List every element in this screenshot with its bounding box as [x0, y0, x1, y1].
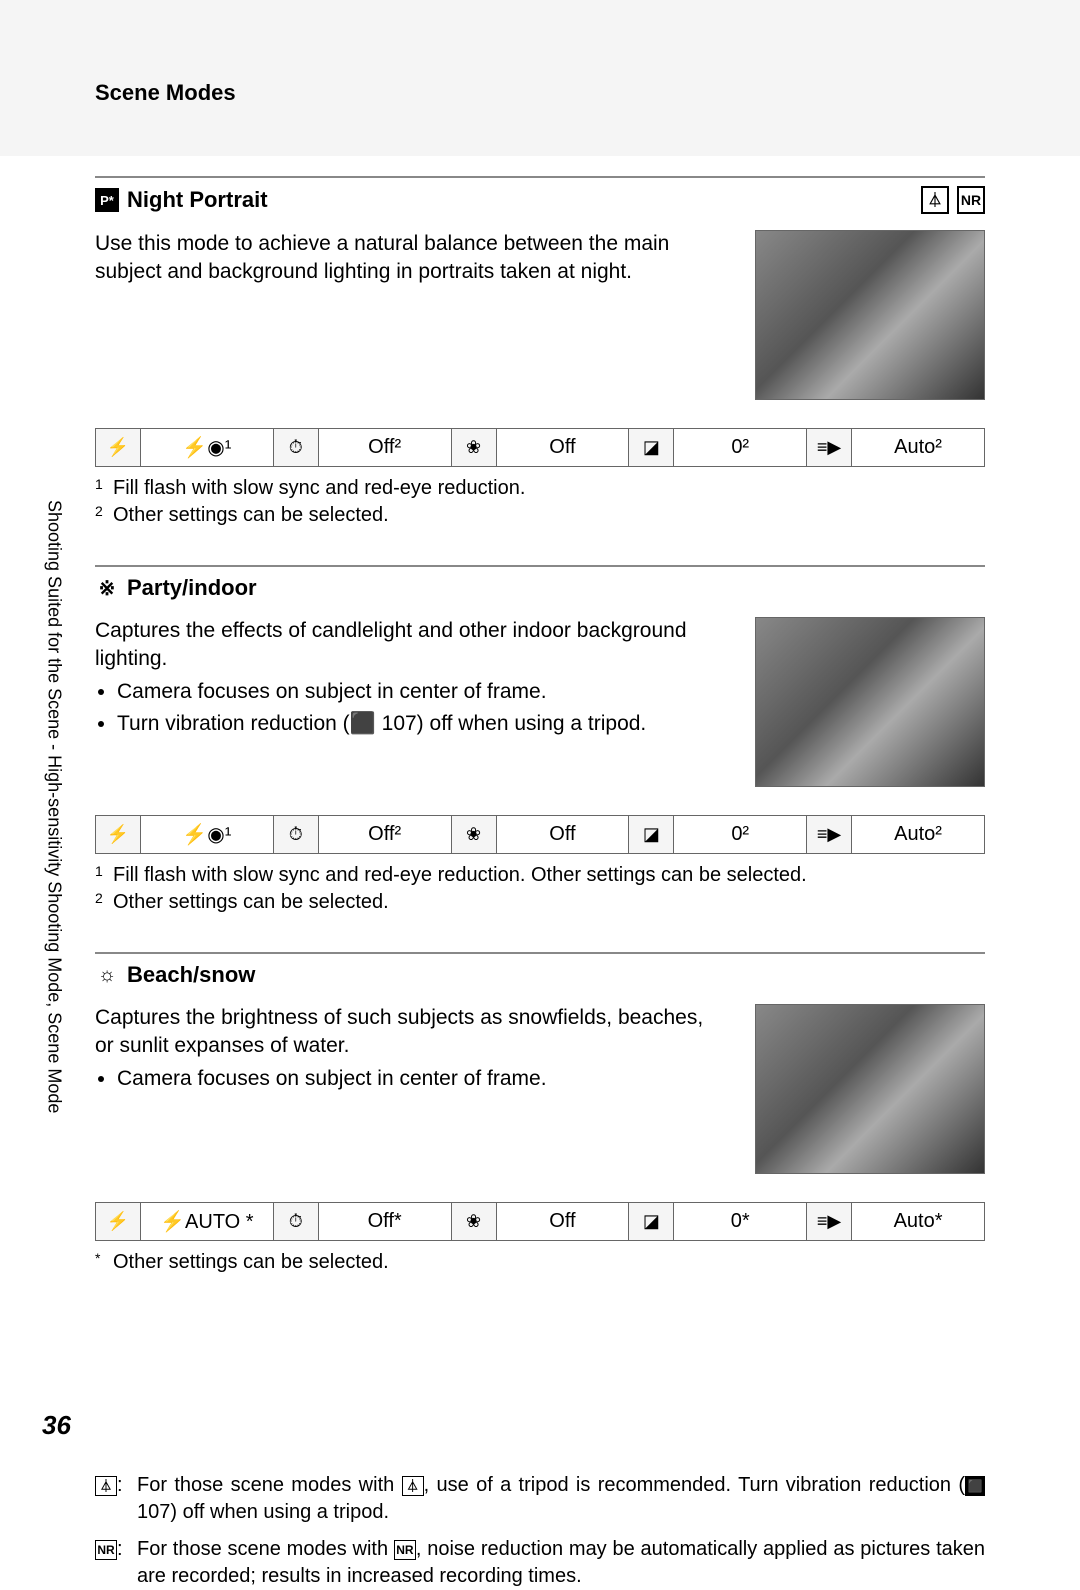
list-item: Camera focuses on subject in center of f…: [117, 1065, 725, 1093]
page-header-title: Scene Modes: [95, 80, 236, 105]
tripod-note-icon: ⏃:: [95, 1472, 127, 1526]
exposure-icon: ◪: [629, 1203, 674, 1241]
macro-icon: ❀: [451, 816, 496, 854]
bullet-list: Camera focuses on subject in center of f…: [95, 1065, 725, 1093]
macro-icon: ❀: [451, 429, 496, 467]
section-title-text: Party/indoor: [127, 575, 257, 601]
nr-note-icon: NR:: [95, 1536, 127, 1590]
flash-icon: ⚡: [96, 1203, 141, 1241]
timer-value: Off²: [318, 816, 451, 854]
bullet-list: Camera focuses on subject in center of f…: [95, 678, 725, 739]
af-value: Auto²: [852, 429, 985, 467]
footnote-2: 2 Other settings can be selected.: [95, 502, 985, 529]
section-header: ☼ Beach/snow: [95, 952, 985, 996]
bottom-note-tripod: ⏃: For those scene modes with ⏃, use of …: [95, 1472, 985, 1526]
example-image-party: [755, 617, 985, 787]
timer-icon: ⏱: [273, 816, 318, 854]
footnote-1: 1 Fill flash with slow sync and red-eye …: [95, 475, 985, 502]
flash-value: ⚡AUTO *: [140, 1203, 273, 1241]
footnotes: 1 Fill flash with slow sync and red-eye …: [95, 467, 985, 535]
footnotes: * Other settings can be selected.: [95, 1241, 985, 1282]
flash-value: ⚡◉¹: [140, 816, 273, 854]
macro-value: Off: [496, 1203, 629, 1241]
section-night-portrait: P* Night Portrait ⏃ NR Use this mode to …: [95, 156, 985, 545]
flash-icon: ⚡: [96, 429, 141, 467]
beach-snow-icon: ☼: [95, 963, 119, 987]
section-title-row: ※ Party/indoor: [95, 575, 257, 601]
main-content: P* Night Portrait ⏃ NR Use this mode to …: [0, 156, 1080, 1590]
timer-icon: ⏱: [273, 429, 318, 467]
section-description: Use this mode to achieve a natural balan…: [95, 230, 725, 400]
settings-table: ⚡ ⚡◉¹ ⏱ Off² ❀ Off ◪ 0² ≡▶ Auto²: [95, 428, 985, 467]
page-header: Scene Modes: [0, 0, 1080, 136]
section-header: P* Night Portrait ⏃ NR: [95, 176, 985, 222]
section-title-text: Beach/snow: [127, 962, 255, 988]
settings-table: ⚡ ⚡◉¹ ⏱ Off² ❀ Off ◪ 0² ≡▶ Auto²: [95, 815, 985, 854]
settings-table: ⚡ ⚡AUTO * ⏱ Off* ❀ Off ◪ 0* ≡▶ Auto*: [95, 1202, 985, 1241]
timer-value: Off²: [318, 429, 451, 467]
example-image-beach: [755, 1004, 985, 1174]
section-party-indoor: ※ Party/indoor Captures the effects of c…: [95, 545, 985, 932]
section-title-row: P* Night Portrait: [95, 187, 268, 213]
list-item: Turn vibration reduction (⬛ 107) off whe…: [117, 710, 725, 738]
section-description: Captures the effects of candlelight and …: [95, 617, 725, 787]
bottom-notes: ⏃: For those scene modes with ⏃, use of …: [95, 1472, 985, 1590]
macro-value: Off: [496, 429, 629, 467]
section-beach-snow: ☼ Beach/snow Captures the brightness of …: [95, 932, 985, 1292]
exposure-icon: ◪: [629, 429, 674, 467]
af-icon: ≡▶: [807, 1203, 852, 1241]
timer-value: Off*: [318, 1203, 451, 1241]
footnote-1: 1 Fill flash with slow sync and red-eye …: [95, 862, 985, 889]
timer-icon: ⏱: [273, 1203, 318, 1241]
af-value: Auto²: [852, 816, 985, 854]
footnote-1: * Other settings can be selected.: [95, 1249, 985, 1276]
bottom-note-nr: NR: For those scene modes with NR, noise…: [95, 1536, 985, 1590]
macro-icon: ❀: [451, 1203, 496, 1241]
nr-icon: NR: [957, 186, 985, 214]
page-number: 36: [42, 1410, 71, 1441]
tripod-icon: ⏃: [921, 186, 949, 214]
night-portrait-icon: P*: [95, 188, 119, 212]
footnote-2: 2 Other settings can be selected.: [95, 889, 985, 916]
footnotes: 1 Fill flash with slow sync and red-eye …: [95, 854, 985, 922]
exposure-value: 0²: [674, 429, 807, 467]
flash-value: ⚡◉¹: [140, 429, 273, 467]
section-title-text: Night Portrait: [127, 187, 268, 213]
header-icons: ⏃ NR: [921, 186, 985, 214]
flash-icon: ⚡: [96, 816, 141, 854]
section-header: ※ Party/indoor: [95, 565, 985, 609]
party-indoor-icon: ※: [95, 576, 119, 600]
section-body: Captures the effects of candlelight and …: [95, 609, 985, 807]
bottom-note-text: For those scene modes with NR, noise red…: [137, 1536, 985, 1590]
example-image-night: [755, 230, 985, 400]
exposure-icon: ◪: [629, 816, 674, 854]
af-value: Auto*: [852, 1203, 985, 1241]
section-description: Captures the brightness of such subjects…: [95, 1004, 725, 1174]
exposure-value: 0*: [674, 1203, 807, 1241]
section-body: Captures the brightness of such subjects…: [95, 996, 985, 1194]
af-icon: ≡▶: [807, 816, 852, 854]
exposure-value: 0²: [674, 816, 807, 854]
af-icon: ≡▶: [807, 429, 852, 467]
list-item: Camera focuses on subject in center of f…: [117, 678, 725, 706]
macro-value: Off: [496, 816, 629, 854]
section-title-row: ☼ Beach/snow: [95, 962, 255, 988]
bottom-note-text: For those scene modes with ⏃, use of a t…: [137, 1472, 985, 1526]
side-tab-label: Shooting Suited for the Scene - High-sen…: [42, 500, 66, 1180]
section-body: Use this mode to achieve a natural balan…: [95, 222, 985, 420]
